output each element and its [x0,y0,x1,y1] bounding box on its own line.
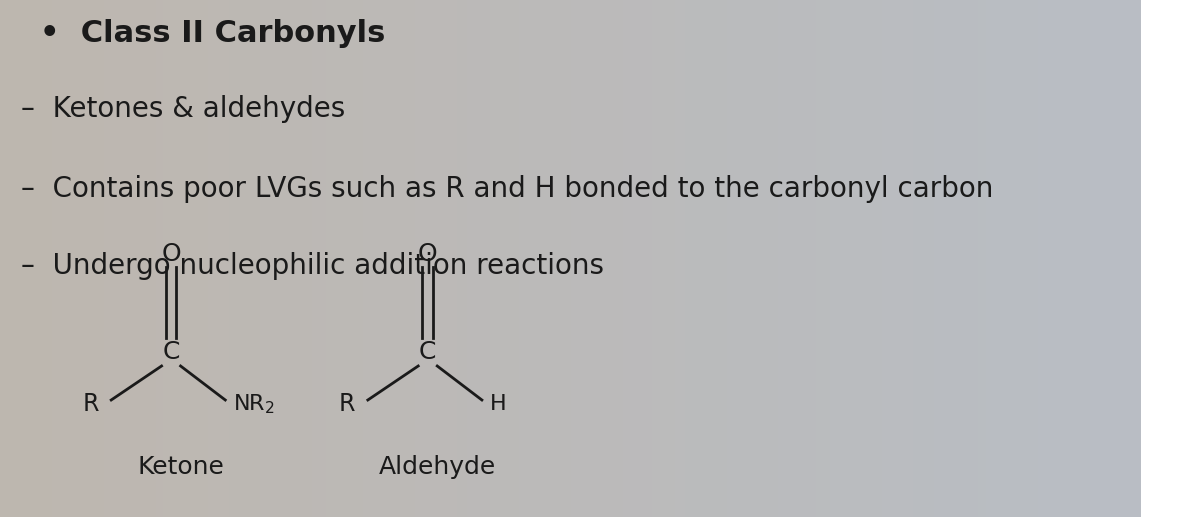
Text: H: H [490,394,506,414]
Text: –  Contains poor LVGs such as R and H bonded to the carbonyl carbon: – Contains poor LVGs such as R and H bon… [20,175,994,203]
Text: NR$_2$: NR$_2$ [233,392,275,416]
Text: •  Class II Carbonyls: • Class II Carbonyls [40,19,385,48]
Text: R: R [83,392,98,416]
Text: Ketone: Ketone [137,455,224,479]
Text: –  Ketones & aldehydes: – Ketones & aldehydes [20,95,346,123]
Text: –  Undergo nucleophilic addition reactions: – Undergo nucleophilic addition reaction… [20,252,604,280]
Text: O: O [161,242,181,266]
Text: O: O [418,242,438,266]
Text: R: R [338,392,355,416]
Text: Aldehyde: Aldehyde [378,455,496,479]
Text: C: C [162,340,180,364]
Text: C: C [419,340,437,364]
